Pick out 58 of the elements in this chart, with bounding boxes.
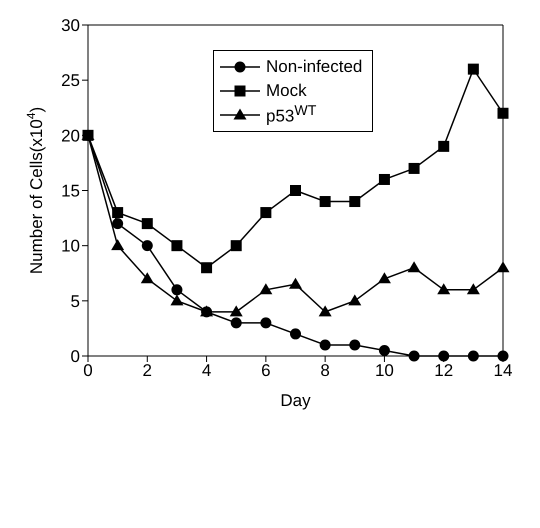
x-tick-label: 6	[261, 361, 271, 380]
point	[498, 108, 508, 119]
legend-label: Non-infected	[266, 57, 362, 77]
point	[438, 350, 450, 362]
point	[230, 240, 242, 252]
x-tick-label: 14	[494, 361, 512, 380]
y-tick-label: 10	[61, 236, 80, 256]
point	[468, 64, 479, 75]
point	[260, 317, 272, 328]
point	[437, 283, 450, 294]
y-tick-label: 0	[70, 347, 80, 366]
point	[289, 278, 302, 289]
point	[378, 344, 390, 356]
x-tick-label: 4	[202, 361, 212, 380]
point	[318, 305, 332, 316]
y-tick-label: 30	[61, 16, 80, 36]
x-tick-label: 0	[83, 361, 93, 380]
point	[408, 261, 421, 272]
legend-label: p53$^{WT}$	[266, 103, 316, 127]
point	[230, 305, 243, 316]
legend-label: Mock	[266, 81, 307, 101]
point	[112, 207, 124, 218]
point	[170, 294, 184, 306]
point	[468, 350, 479, 362]
point	[142, 240, 153, 252]
y-tick-label: 20	[61, 126, 80, 146]
x-tick-label: 12	[434, 361, 454, 380]
point	[290, 185, 301, 196]
y-tick-label: 15	[61, 182, 80, 201]
point	[290, 328, 301, 340]
point	[496, 261, 510, 272]
x-tick-label: 10	[374, 361, 394, 380]
point	[378, 174, 390, 185]
x-axis-title: Day	[280, 391, 312, 410]
point	[378, 272, 391, 284]
y-tick-label: 5	[70, 292, 80, 311]
point	[111, 239, 124, 250]
point	[408, 350, 420, 362]
point	[320, 339, 331, 350]
point	[408, 162, 420, 174]
point	[438, 140, 450, 152]
point	[259, 283, 272, 294]
point	[349, 339, 360, 350]
point	[140, 272, 154, 284]
point	[349, 196, 360, 208]
point	[201, 262, 212, 274]
point	[348, 294, 362, 306]
point	[112, 218, 124, 230]
point	[466, 283, 480, 294]
y-tick-label: 25	[61, 71, 80, 90]
point	[171, 240, 182, 252]
point	[260, 207, 272, 218]
x-tick-label: 8	[320, 361, 330, 380]
x-tick-label: 2	[142, 361, 152, 380]
point	[171, 284, 182, 296]
point	[142, 218, 153, 230]
point	[320, 196, 331, 208]
point	[230, 317, 242, 328]
